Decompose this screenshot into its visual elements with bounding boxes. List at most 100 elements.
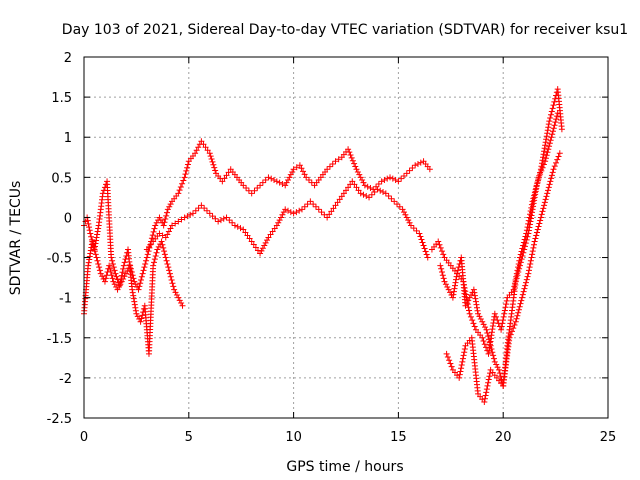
data-point xyxy=(85,220,92,227)
data-point xyxy=(209,213,216,220)
data-point xyxy=(402,211,409,218)
data-point xyxy=(514,312,521,319)
data-point xyxy=(161,248,168,255)
data-point xyxy=(283,179,290,186)
data-point xyxy=(97,270,104,277)
data-point xyxy=(129,289,136,296)
data-point xyxy=(458,365,465,372)
data-point xyxy=(93,237,100,244)
data-point xyxy=(150,228,157,235)
data-point xyxy=(522,279,529,286)
data-point xyxy=(220,215,227,222)
data-point xyxy=(543,136,550,143)
data-point xyxy=(461,349,468,356)
data-point xyxy=(229,219,236,226)
data-point xyxy=(112,270,119,277)
data-point xyxy=(170,283,177,290)
data-point xyxy=(441,278,448,285)
data-point xyxy=(114,286,121,293)
data-point xyxy=(382,190,389,197)
data-point xyxy=(357,190,364,197)
data-point xyxy=(493,313,500,320)
data-point xyxy=(410,225,417,232)
data-point xyxy=(193,147,200,154)
data-point xyxy=(264,237,271,244)
data-point xyxy=(543,152,550,159)
data-point xyxy=(131,298,138,305)
data-point xyxy=(530,195,537,202)
data-point xyxy=(338,193,345,200)
data-point xyxy=(515,306,522,313)
data-point xyxy=(459,358,466,365)
data-point xyxy=(356,171,363,178)
data-point xyxy=(262,239,269,246)
data-point xyxy=(529,248,536,255)
data-point xyxy=(528,254,535,261)
data-point xyxy=(381,177,388,184)
plot-frame xyxy=(83,56,609,419)
data-point xyxy=(109,257,116,264)
data-point xyxy=(137,280,144,287)
data-point xyxy=(165,264,172,271)
data-point xyxy=(139,312,146,319)
data-point xyxy=(443,350,450,357)
data-point xyxy=(520,288,527,295)
data-point xyxy=(172,220,179,227)
data-point xyxy=(501,307,508,314)
data-point xyxy=(529,251,536,258)
data-point xyxy=(395,178,402,185)
data-point xyxy=(242,229,249,236)
data-point xyxy=(106,265,113,272)
data-point xyxy=(521,236,528,243)
data-point xyxy=(330,205,337,212)
data-point xyxy=(336,196,343,203)
data-point xyxy=(348,154,355,161)
data-point xyxy=(179,180,186,187)
data-point xyxy=(287,209,294,216)
data-point xyxy=(285,207,292,214)
data-point xyxy=(422,248,429,255)
data-point xyxy=(86,253,93,260)
data-point xyxy=(129,286,136,293)
data-point xyxy=(460,352,467,359)
data-point xyxy=(548,172,555,179)
data-point xyxy=(153,249,160,256)
data-point xyxy=(484,382,491,389)
data-point xyxy=(275,219,282,226)
data-point xyxy=(117,279,124,286)
data-point xyxy=(542,158,549,165)
data-point xyxy=(138,277,145,284)
y-tick-label: -2.5 xyxy=(47,412,72,427)
data-point xyxy=(426,166,433,173)
data-point xyxy=(163,212,170,219)
data-point xyxy=(547,178,554,185)
data-point xyxy=(349,157,356,164)
data-point xyxy=(472,298,479,305)
data-point xyxy=(217,217,224,224)
data-point xyxy=(360,191,367,198)
data-point xyxy=(167,201,174,208)
data-point xyxy=(550,166,557,173)
data-point xyxy=(527,260,534,267)
data-point xyxy=(527,211,534,218)
data-point xyxy=(491,358,498,365)
data-point xyxy=(137,318,144,325)
data-point xyxy=(546,118,553,125)
data-point xyxy=(245,187,252,194)
data-point xyxy=(399,206,406,213)
data-point xyxy=(539,208,546,215)
data-point xyxy=(469,317,476,324)
data-point xyxy=(305,177,312,184)
data-point xyxy=(303,174,310,181)
data-point xyxy=(257,182,264,189)
data-point xyxy=(515,264,522,271)
data-point xyxy=(182,171,189,178)
data-point xyxy=(392,177,399,184)
data-point xyxy=(545,124,552,131)
data-point xyxy=(164,206,171,213)
data-point xyxy=(176,297,183,304)
data-point xyxy=(549,128,556,135)
data-point xyxy=(486,370,493,377)
data-point xyxy=(485,376,492,383)
data-point xyxy=(549,131,556,138)
